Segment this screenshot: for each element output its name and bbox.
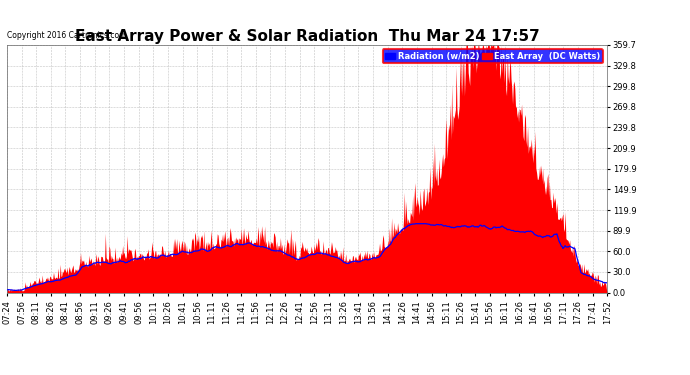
Title: East Array Power & Solar Radiation  Thu Mar 24 17:57: East Array Power & Solar Radiation Thu M…: [75, 29, 540, 44]
Legend: Radiation (w/m2), East Array  (DC Watts): Radiation (w/m2), East Array (DC Watts): [383, 49, 603, 63]
Text: Copyright 2016 Cartronics.com: Copyright 2016 Cartronics.com: [7, 31, 126, 40]
